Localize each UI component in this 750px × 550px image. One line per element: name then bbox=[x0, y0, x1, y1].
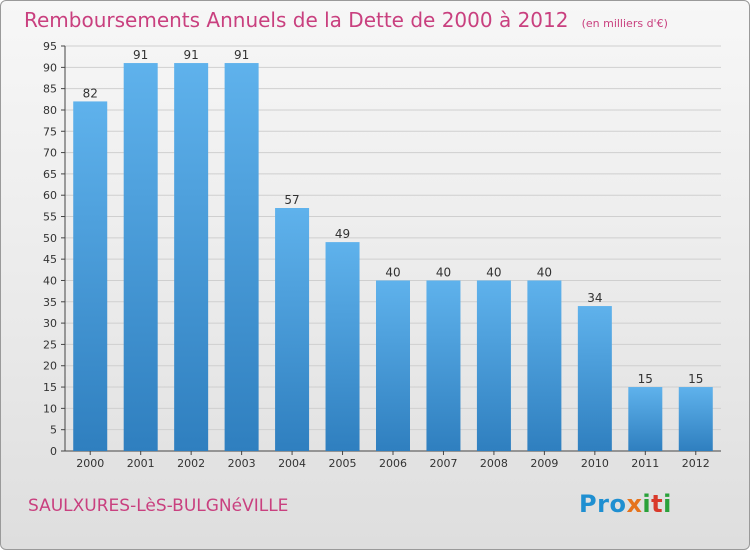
x-tick-label: 2004 bbox=[278, 457, 306, 470]
x-tick-label: 2002 bbox=[177, 457, 205, 470]
y-tick-label: 60 bbox=[43, 189, 57, 202]
y-tick-label: 40 bbox=[43, 274, 57, 287]
bar-value-label: 40 bbox=[486, 265, 501, 279]
x-tick-label: 2000 bbox=[76, 457, 104, 470]
x-tick-label: 2003 bbox=[228, 457, 256, 470]
y-tick-label: 10 bbox=[43, 402, 57, 415]
logo-letter: r bbox=[597, 490, 610, 518]
logo-letter: P bbox=[579, 490, 598, 518]
bar-value-label: 91 bbox=[234, 48, 249, 62]
bar bbox=[73, 101, 108, 451]
y-tick-label: 70 bbox=[43, 147, 57, 160]
bar-value-label: 49 bbox=[335, 227, 350, 241]
bar bbox=[275, 208, 310, 451]
bar bbox=[577, 306, 612, 451]
chart-subtitle: (en milliers d'€) bbox=[581, 17, 668, 30]
x-tick-label: 2007 bbox=[429, 457, 457, 470]
bar bbox=[224, 63, 259, 451]
y-tick-label: 90 bbox=[43, 61, 57, 74]
y-tick-label: 25 bbox=[43, 338, 57, 351]
y-tick-label: 45 bbox=[43, 253, 57, 266]
logo-letter: x bbox=[626, 490, 643, 518]
y-tick-label: 75 bbox=[43, 125, 57, 138]
bar bbox=[376, 280, 410, 451]
y-tick-label: 35 bbox=[43, 296, 57, 309]
bar-value-label: 40 bbox=[537, 265, 552, 279]
y-tick-label: 95 bbox=[43, 40, 57, 53]
bar-value-label: 91 bbox=[184, 48, 199, 62]
title-row: Remboursements Annuels de la Dette de 20… bbox=[24, 8, 668, 32]
bar bbox=[678, 387, 713, 451]
bar-value-label: 40 bbox=[436, 265, 451, 279]
bar bbox=[527, 280, 562, 451]
y-tick-label: 55 bbox=[43, 211, 57, 224]
x-tick-label: 2001 bbox=[127, 457, 155, 470]
y-tick-label: 30 bbox=[43, 317, 57, 330]
y-tick-label: 50 bbox=[43, 232, 57, 245]
x-tick-label: 2005 bbox=[329, 457, 357, 470]
x-tick-label: 2011 bbox=[631, 457, 659, 470]
bar-value-label: 91 bbox=[133, 48, 148, 62]
bar-value-label: 40 bbox=[385, 265, 400, 279]
logo-letter: i bbox=[642, 490, 652, 518]
y-tick-label: 85 bbox=[43, 83, 57, 96]
bar-value-label: 34 bbox=[587, 291, 602, 305]
x-tick-label: 2008 bbox=[480, 457, 508, 470]
y-tick-label: 20 bbox=[43, 360, 57, 373]
y-tick-label: 15 bbox=[43, 381, 57, 394]
y-tick-label: 5 bbox=[50, 424, 57, 437]
logo-letter: t bbox=[651, 490, 664, 518]
y-tick-label: 80 bbox=[43, 104, 57, 117]
bar bbox=[628, 387, 663, 451]
bar-value-label: 15 bbox=[688, 372, 703, 386]
bar-value-label: 57 bbox=[284, 193, 299, 207]
x-tick-label: 2012 bbox=[682, 457, 710, 470]
proxiti-logo[interactable]: Proxiti bbox=[579, 490, 672, 518]
bar-value-label: 82 bbox=[83, 86, 98, 100]
bar bbox=[325, 242, 360, 451]
bar bbox=[476, 280, 511, 451]
x-tick-label: 2010 bbox=[581, 457, 609, 470]
logo-letter: i bbox=[663, 490, 672, 518]
bar-value-label: 15 bbox=[638, 372, 653, 386]
y-tick-label: 65 bbox=[43, 168, 57, 181]
bar bbox=[174, 63, 209, 451]
commune-name: SAULXURES-LèS-BULGNéVILLE bbox=[28, 496, 289, 516]
y-tick-label: 0 bbox=[50, 445, 57, 458]
bar bbox=[123, 63, 158, 451]
logo-letter: o bbox=[609, 490, 627, 518]
x-tick-label: 2009 bbox=[530, 457, 558, 470]
chart-title: Remboursements Annuels de la Dette de 20… bbox=[24, 8, 569, 32]
bar bbox=[426, 280, 461, 451]
x-tick-label: 2006 bbox=[379, 457, 407, 470]
